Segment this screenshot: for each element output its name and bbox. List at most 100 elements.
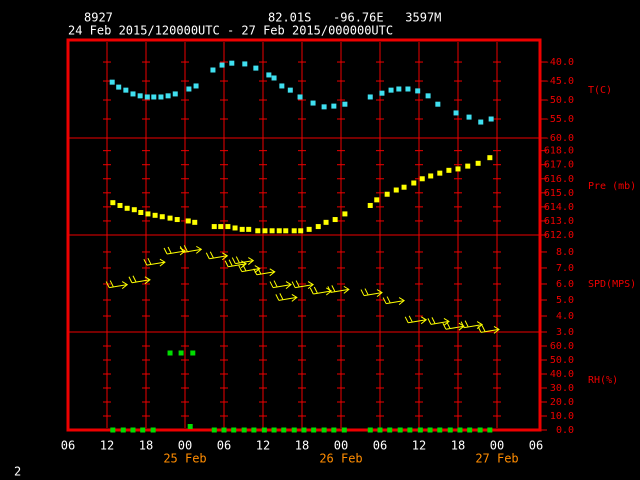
point xyxy=(151,94,157,100)
point xyxy=(231,427,237,433)
point xyxy=(401,184,407,190)
point xyxy=(138,210,144,216)
wind-barb xyxy=(128,275,151,285)
barb-feather xyxy=(446,321,451,329)
barb-feather xyxy=(464,320,469,327)
point xyxy=(487,427,493,433)
barb-feather xyxy=(331,285,336,292)
barb-shaft xyxy=(386,300,405,305)
barb-feather xyxy=(275,294,280,301)
barb-shaft xyxy=(109,284,128,289)
y-tick-label: 612.0 xyxy=(544,230,574,241)
barb-shaft xyxy=(363,292,383,297)
barb-feather xyxy=(460,321,465,328)
point xyxy=(165,93,171,99)
barb-head xyxy=(325,287,333,296)
panel-label: RH(%) xyxy=(588,375,618,386)
point xyxy=(323,219,329,225)
point xyxy=(130,427,136,433)
point xyxy=(321,104,327,110)
point xyxy=(487,155,493,161)
point xyxy=(140,427,146,433)
point xyxy=(192,219,198,225)
y-tick-label: 5.0 xyxy=(556,295,574,306)
point xyxy=(251,427,257,433)
y-tick-label: 8.0 xyxy=(556,247,574,258)
point xyxy=(331,103,337,109)
y-tick-label: 20.0 xyxy=(550,397,574,408)
barb-feather xyxy=(242,264,247,271)
y-tick-label: -55.0 xyxy=(544,114,574,125)
barb-head xyxy=(493,325,500,334)
x-tick-label: 12 xyxy=(256,439,270,453)
wind-barb xyxy=(360,288,383,297)
barb-feather xyxy=(147,257,152,265)
barb-shaft xyxy=(131,279,151,284)
point xyxy=(279,83,285,89)
x-tick-label: 00 xyxy=(490,439,504,453)
barb-feather xyxy=(183,245,188,252)
y-tick-label: 613.0 xyxy=(544,216,574,227)
point xyxy=(341,427,347,433)
wind-barb xyxy=(163,246,186,256)
x-tick-label: 00 xyxy=(334,439,348,453)
point xyxy=(374,197,380,203)
barb-feather xyxy=(442,322,447,330)
barb-head xyxy=(291,293,298,302)
point xyxy=(130,91,136,97)
panel-label: SPD(MPS) xyxy=(588,279,636,290)
y-tick-label: 618.0 xyxy=(544,146,574,157)
x-tick-label: 06 xyxy=(61,439,75,453)
station-id: 8927 xyxy=(84,11,113,25)
point xyxy=(437,427,443,433)
point xyxy=(109,79,115,85)
barb-feather xyxy=(273,280,278,287)
point xyxy=(159,214,165,220)
point xyxy=(269,228,275,234)
point xyxy=(342,211,348,217)
wind-barb xyxy=(291,280,314,289)
barb-feather xyxy=(386,296,391,303)
point xyxy=(117,202,123,208)
barb-feather xyxy=(109,280,114,287)
point xyxy=(287,87,293,93)
barb-feather xyxy=(327,286,332,293)
point xyxy=(174,217,180,223)
wind-barb xyxy=(327,285,350,294)
point xyxy=(262,228,268,234)
y-tick-label: -45.0 xyxy=(544,76,574,87)
point xyxy=(242,61,248,67)
point xyxy=(110,427,116,433)
wind-barb xyxy=(404,315,428,325)
point xyxy=(120,427,126,433)
y-tick-label: 4.0 xyxy=(556,311,574,322)
x-tick-label: 12 xyxy=(412,439,426,453)
point xyxy=(435,101,441,107)
date-label: 26 Feb xyxy=(319,452,362,466)
barb-shaft xyxy=(430,320,450,325)
x-tick-label: 18 xyxy=(451,439,465,453)
point xyxy=(301,427,307,433)
barb-feather xyxy=(364,288,369,295)
point xyxy=(367,427,373,433)
y-tick-label: 616.0 xyxy=(544,174,574,185)
point xyxy=(306,226,312,232)
barb-head xyxy=(144,276,151,285)
barb-shaft xyxy=(256,271,275,276)
barb-head xyxy=(269,268,276,277)
wind-barb xyxy=(238,264,261,273)
y-tick-label: 30.0 xyxy=(550,383,574,394)
barb-feather xyxy=(309,287,314,295)
point xyxy=(283,228,289,234)
point xyxy=(475,160,481,166)
date-label: 25 Feb xyxy=(163,452,206,466)
barb-feather xyxy=(163,247,168,255)
point xyxy=(253,65,259,71)
point xyxy=(367,94,373,100)
point xyxy=(185,218,191,224)
barb-feather xyxy=(209,251,214,258)
barb-feather xyxy=(404,316,409,324)
point xyxy=(123,87,129,93)
point xyxy=(388,87,394,93)
point xyxy=(291,228,297,234)
